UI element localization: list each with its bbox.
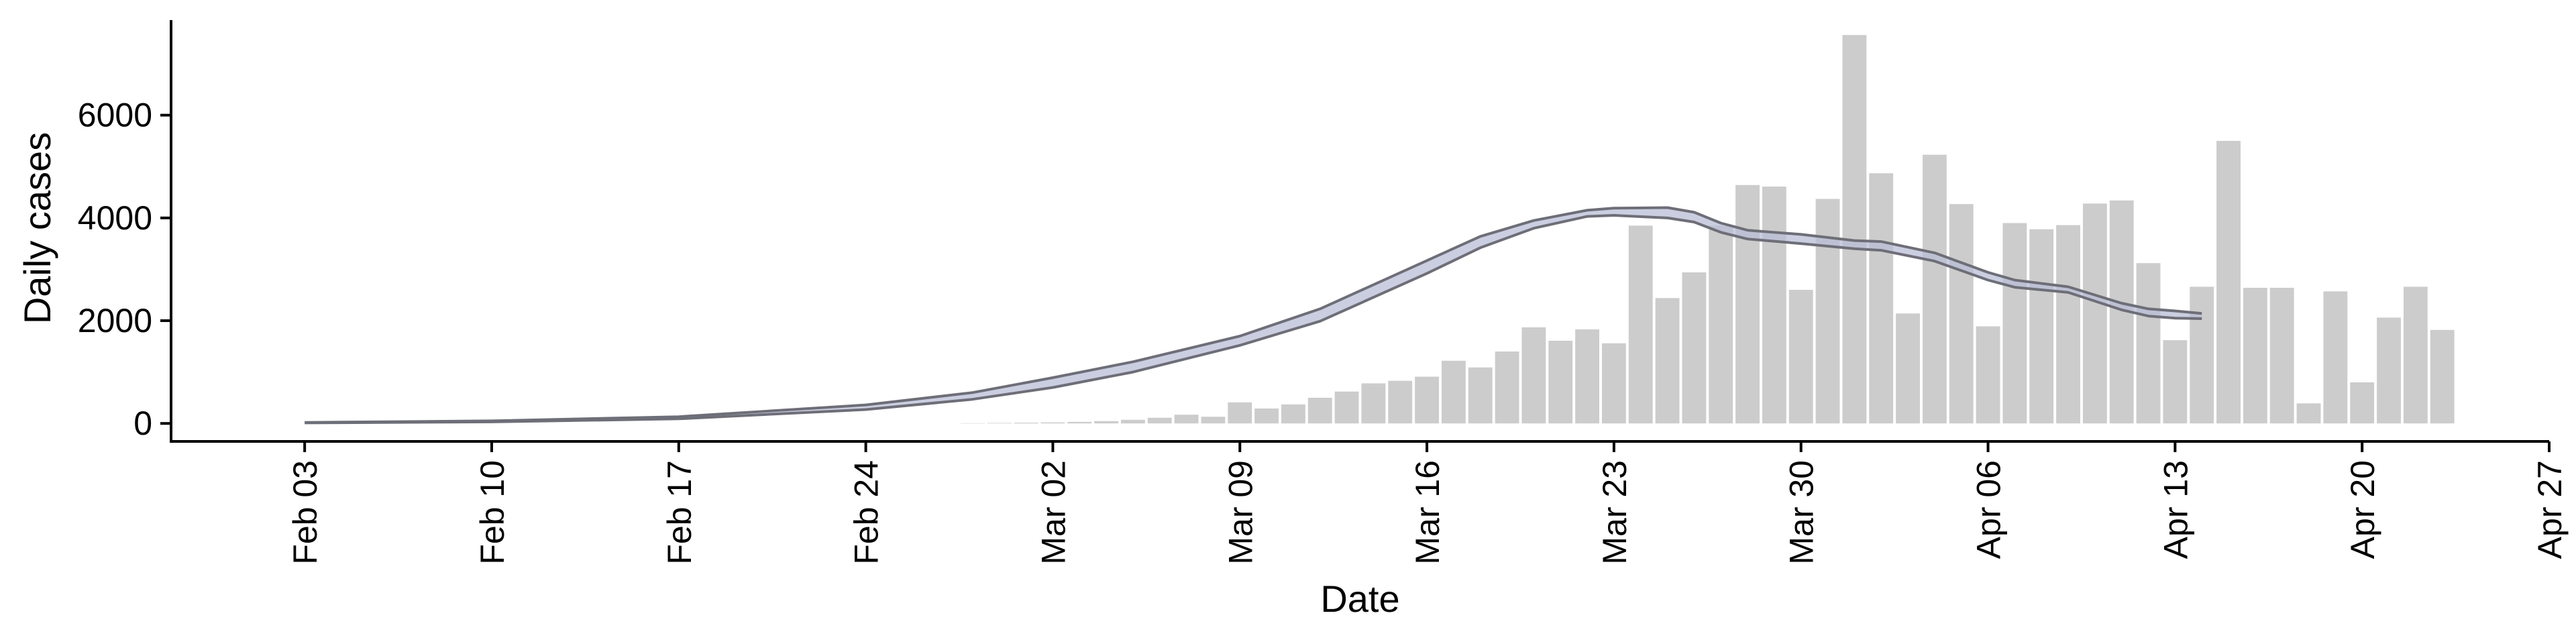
bar-daily-cases xyxy=(1601,343,1626,424)
x-ticks: Feb 03 Feb 10 Feb 17 Feb 24 Mar 02 Mar 09 Mar … xyxy=(286,441,2569,565)
x-tick-label: Mar 16 xyxy=(1409,460,1446,565)
bar-daily-cases xyxy=(2430,329,2455,424)
bar-daily-cases xyxy=(1334,391,1359,424)
bar-daily-cases xyxy=(1655,298,1680,424)
bar-daily-cases xyxy=(1521,327,1546,424)
bar-daily-cases xyxy=(1896,313,1920,424)
estimate-band-layer xyxy=(305,206,2202,425)
bar-daily-cases xyxy=(2056,225,2080,424)
bar-daily-cases xyxy=(1949,204,1974,424)
bar-daily-cases xyxy=(961,423,985,424)
bar-daily-cases xyxy=(2296,403,2321,424)
y-tick-label: 0 xyxy=(133,405,152,442)
bar-daily-cases xyxy=(2029,229,2054,424)
bar-daily-cases xyxy=(1174,415,1199,424)
x-tick-label: Apr 27 xyxy=(2531,460,2569,559)
bar-daily-cases xyxy=(1788,290,1813,424)
x-tick-label: Feb 10 xyxy=(474,460,511,565)
bar-daily-cases xyxy=(2269,288,2294,424)
y-tick-label: 6000 xyxy=(78,97,152,134)
bar-daily-cases xyxy=(1361,383,1386,424)
bar-daily-cases xyxy=(1735,184,1760,424)
bars-layer xyxy=(961,35,2455,424)
y-ticks: 0 2000 4000 6000 xyxy=(78,97,171,442)
x-tick-label: Apr 13 xyxy=(2157,460,2194,559)
bar-daily-cases xyxy=(1388,380,1413,424)
bar-daily-cases xyxy=(2163,340,2188,424)
bar-daily-cases xyxy=(2403,286,2428,424)
bar-daily-cases xyxy=(2377,317,2401,424)
bar-daily-cases xyxy=(1548,340,1573,424)
bar-daily-cases xyxy=(1842,35,1867,424)
x-tick-label: Apr 06 xyxy=(1970,460,2008,559)
bar-daily-cases xyxy=(2243,288,2267,424)
bar-daily-cases xyxy=(1147,417,1172,424)
x-tick-label: Mar 09 xyxy=(1222,460,1259,565)
x-axis-title: Date xyxy=(1320,578,1399,620)
x-tick-label: Apr 20 xyxy=(2344,460,2381,559)
bar-daily-cases xyxy=(1281,404,1305,424)
bar-daily-cases xyxy=(1682,272,1707,424)
bar-daily-cases xyxy=(1709,225,1733,424)
bar-daily-cases xyxy=(1121,419,1145,424)
estimate-lower-line xyxy=(305,214,2202,425)
y-tick-label: 4000 xyxy=(78,199,152,237)
y-tick-label: 2000 xyxy=(78,302,152,339)
bar-daily-cases xyxy=(2350,382,2375,424)
bar-daily-cases xyxy=(1441,360,1466,424)
bar-daily-cases xyxy=(2136,263,2161,424)
bar-daily-cases xyxy=(1762,186,1786,424)
bar-daily-cases xyxy=(1201,417,1226,424)
bar-daily-cases xyxy=(1468,367,1493,424)
bar-daily-cases xyxy=(1976,326,2000,424)
bar-daily-cases xyxy=(1094,421,1119,424)
bar-daily-cases xyxy=(1628,225,1653,424)
bar-daily-cases xyxy=(1254,408,1279,424)
x-tick-label: Mar 23 xyxy=(1596,460,1633,565)
bar-daily-cases xyxy=(1575,329,1599,424)
bar-daily-cases xyxy=(2216,140,2241,424)
bar-daily-cases xyxy=(1228,402,1252,424)
axes-layer xyxy=(170,20,2549,443)
bar-daily-cases xyxy=(2190,286,2214,424)
x-tick-label: Mar 30 xyxy=(1783,460,1821,565)
estimate-upper-line xyxy=(305,206,2202,424)
x-tick-label: Feb 24 xyxy=(848,460,885,565)
bar-daily-cases xyxy=(1307,397,1332,424)
bar-daily-cases xyxy=(2082,203,2107,424)
x-tick-label: Mar 02 xyxy=(1034,460,1072,565)
bar-daily-cases xyxy=(2323,291,2348,424)
x-tick-label: Feb 17 xyxy=(661,460,698,565)
bar-daily-cases xyxy=(1869,173,1894,424)
bar-daily-cases xyxy=(1415,376,1440,424)
bar-daily-cases xyxy=(1495,351,1519,424)
x-tick-label: Feb 03 xyxy=(286,460,324,565)
y-axis-title: Daily cases xyxy=(16,132,58,324)
bar-daily-cases xyxy=(2002,223,2027,424)
bar-daily-cases xyxy=(1040,422,1065,424)
bar-daily-cases xyxy=(1067,421,1092,424)
bar-daily-cases xyxy=(1815,199,1840,424)
bar-daily-cases xyxy=(1922,154,1947,424)
